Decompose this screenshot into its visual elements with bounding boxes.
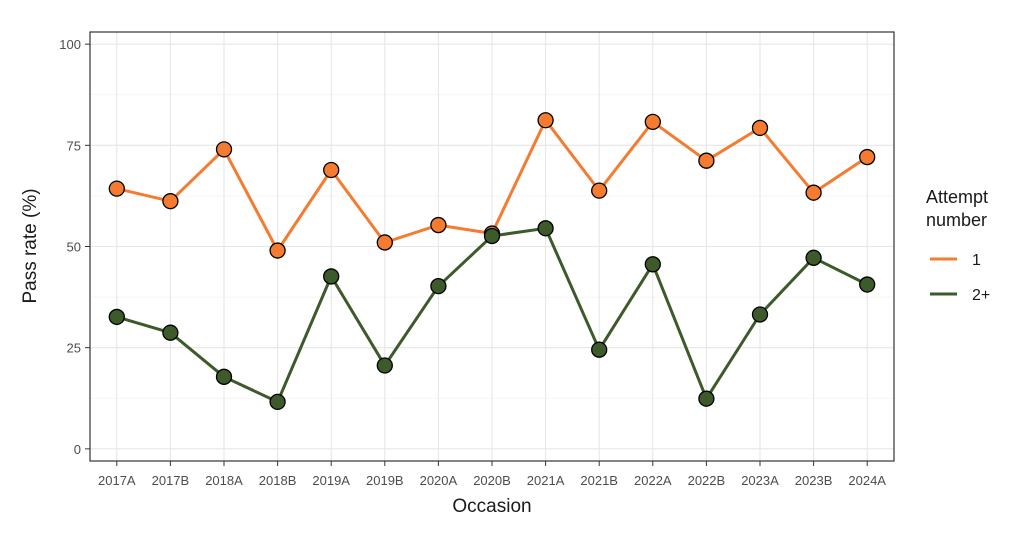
series-1-point xyxy=(108,180,125,197)
x-tick-label: 2021A xyxy=(527,473,565,488)
series-2-point xyxy=(162,324,179,341)
series-2-point xyxy=(698,390,715,407)
series-2-point xyxy=(215,368,233,385)
series-2-point xyxy=(537,220,554,237)
x-tick-label: 2020B xyxy=(473,473,511,488)
legend: Attempt number 1 2+ xyxy=(926,187,990,304)
x-tick-label: 2020A xyxy=(420,473,458,488)
series-2-point xyxy=(859,276,876,293)
legend-title-line-2: number xyxy=(926,210,987,230)
series-1-point xyxy=(162,193,179,210)
y-tick-label: 50 xyxy=(67,240,81,255)
series-points xyxy=(108,112,876,411)
series-2-point xyxy=(323,268,340,285)
series-2-point xyxy=(805,249,822,266)
x-tick-label: 2024A xyxy=(848,473,886,488)
series-1-point xyxy=(269,242,286,259)
series-2-point xyxy=(376,357,393,374)
series-1-point xyxy=(323,161,340,179)
x-tick-label: 2019A xyxy=(312,473,350,488)
x-tick-label: 2018A xyxy=(205,473,243,488)
x-tick-label: 2017A xyxy=(98,473,136,488)
legend-label-series-2: 2+ xyxy=(972,287,990,304)
x-tick-label: 2023B xyxy=(795,473,833,488)
x-axis-title: Occasion xyxy=(452,496,531,517)
series-2-point xyxy=(591,341,608,358)
series-1-point xyxy=(644,113,661,130)
x-tick-label: 2022B xyxy=(688,473,726,488)
series-2-point xyxy=(644,256,661,273)
series-1-point xyxy=(376,234,393,251)
series-1-point xyxy=(591,182,608,199)
x-tick-label: 2018B xyxy=(259,473,297,488)
y-tick-label: 100 xyxy=(59,37,81,52)
series-2-point xyxy=(269,393,286,411)
y-tick-label: 25 xyxy=(67,341,81,356)
y-tick-label: 75 xyxy=(67,138,81,153)
y-axis: 0 25 50 75 100 xyxy=(59,37,90,457)
legend-title-line-1: Attempt xyxy=(926,187,988,207)
series-1-point xyxy=(751,119,769,137)
x-tick-label: 2021B xyxy=(580,473,618,488)
series-2-point xyxy=(751,306,769,323)
y-axis-title: Pass rate (%) xyxy=(20,188,41,303)
x-tick-label: 2022A xyxy=(634,473,672,488)
series-2-point xyxy=(430,278,447,295)
series-1-point xyxy=(215,141,233,158)
x-tick-label: 2023A xyxy=(741,473,779,488)
legend-label-series-1: 1 xyxy=(972,252,981,269)
x-axis: 2017A 2017B 2018A 2018B 2019A 2019B 2020A 2020B… xyxy=(98,461,886,488)
series-1-point xyxy=(859,148,876,166)
y-tick-label: 0 xyxy=(74,442,81,457)
series-1-point xyxy=(537,112,554,129)
x-tick-label: 2017B xyxy=(152,473,190,488)
series-2-point xyxy=(108,308,125,326)
series-1-point xyxy=(430,216,447,234)
series-1-point xyxy=(698,152,715,169)
series-2-point xyxy=(483,227,501,245)
x-tick-label: 2019B xyxy=(366,473,404,488)
series-1-point xyxy=(805,184,822,201)
